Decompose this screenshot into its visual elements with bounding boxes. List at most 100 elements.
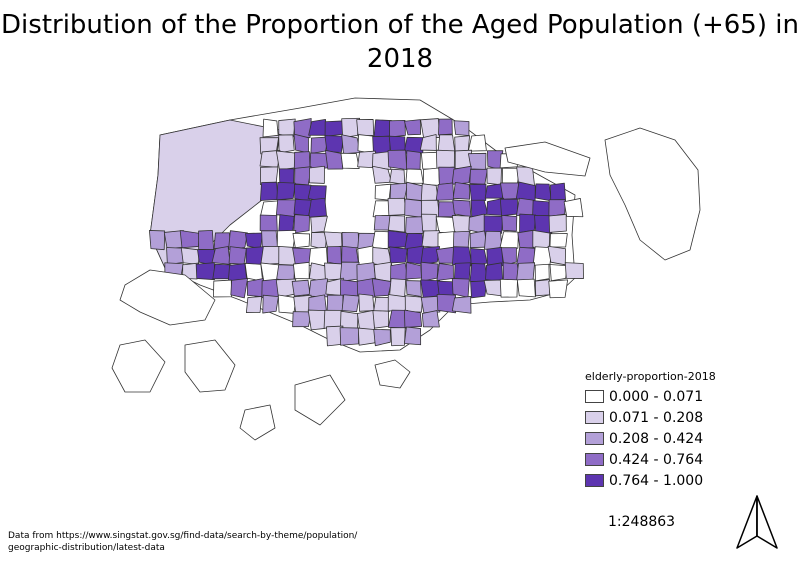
subzone — [486, 167, 502, 186]
legend-swatch — [585, 432, 604, 445]
subzone — [387, 294, 408, 313]
subzone — [373, 119, 392, 138]
southern-island — [184, 339, 236, 393]
subzone — [484, 230, 503, 250]
subzone — [405, 280, 422, 297]
subzone — [420, 246, 441, 265]
subzone — [404, 119, 422, 136]
subzone — [195, 262, 215, 281]
legend-label: 0.424 - 0.764 — [609, 451, 704, 468]
subzone — [372, 310, 389, 329]
subzone — [372, 135, 391, 154]
subzone — [262, 294, 279, 314]
subzone — [356, 277, 377, 299]
legend-item: 0.424 - 0.764 — [585, 449, 725, 470]
subzone — [373, 328, 391, 347]
subzone — [294, 166, 312, 186]
subzone — [198, 229, 215, 251]
subzone — [372, 150, 392, 170]
subzone — [534, 215, 553, 234]
subzone — [357, 309, 375, 331]
subzone — [549, 233, 568, 248]
subzone — [467, 134, 487, 152]
subzone — [435, 182, 455, 201]
subzone — [436, 263, 454, 281]
subzone — [293, 133, 309, 154]
subzone — [404, 295, 423, 313]
subzone — [308, 278, 329, 298]
subzone — [519, 213, 537, 233]
subzone — [341, 294, 360, 313]
subzone — [484, 183, 503, 199]
subzone — [390, 327, 406, 347]
subzone — [404, 326, 422, 346]
subzone — [371, 278, 392, 297]
subzone — [325, 149, 344, 170]
subzone — [293, 151, 311, 170]
subzone — [277, 294, 297, 314]
subzone — [357, 327, 376, 346]
legend-label: 0.764 - 1.000 — [609, 472, 704, 489]
subzone — [149, 230, 166, 251]
jurong-island — [119, 269, 216, 326]
legend-swatch — [585, 390, 604, 403]
source-line-2: geographic-distribution/latest-data — [8, 543, 165, 553]
subzone — [499, 198, 518, 217]
subzone — [534, 279, 551, 297]
legend-label: 0.208 - 0.424 — [609, 430, 704, 447]
subzone — [388, 135, 406, 153]
scale-label: 1:248863 — [608, 514, 676, 530]
subzone — [324, 135, 344, 153]
subzone — [403, 309, 423, 328]
subzone — [483, 279, 503, 297]
subzone — [517, 229, 535, 249]
subzone — [230, 278, 248, 299]
subzone — [420, 118, 441, 138]
subzone — [563, 198, 584, 218]
subzone — [420, 261, 439, 282]
subzone — [228, 246, 247, 265]
subzone — [292, 261, 310, 280]
subzone — [451, 165, 472, 185]
subzone — [259, 214, 278, 232]
subzone — [469, 168, 488, 185]
subzone — [180, 247, 200, 265]
offshore-islet — [374, 359, 411, 389]
legend-item: 0.764 - 1.000 — [585, 470, 725, 491]
legend-item: 0.071 - 0.208 — [585, 407, 725, 428]
southern-island — [111, 339, 166, 393]
subzone — [324, 262, 344, 281]
subzone — [327, 246, 342, 266]
subzone — [500, 182, 520, 200]
subzone — [451, 296, 472, 314]
subzone — [549, 264, 568, 282]
subzone — [422, 167, 440, 186]
north-arrow-icon — [733, 494, 781, 554]
legend-swatch — [585, 474, 604, 487]
subzone — [341, 134, 361, 155]
subzone — [389, 119, 406, 138]
subzone — [390, 262, 409, 283]
subzone — [564, 262, 584, 279]
subzone — [435, 246, 455, 264]
subzone — [420, 295, 441, 314]
subzone — [358, 293, 375, 312]
pulau-tekong — [604, 127, 701, 261]
subzone — [453, 120, 470, 136]
subzone — [452, 181, 471, 200]
subzone — [453, 230, 470, 249]
subzone — [259, 181, 279, 201]
subzone — [404, 198, 424, 218]
subzone — [278, 118, 296, 138]
subzone — [228, 230, 248, 250]
subzone — [534, 183, 552, 202]
subzone — [548, 199, 566, 217]
subzone — [245, 296, 263, 313]
subzone — [292, 232, 311, 249]
subzone — [548, 214, 567, 233]
subzone — [436, 149, 455, 169]
subzone — [247, 278, 264, 298]
subzone — [405, 168, 424, 184]
subzone — [341, 245, 359, 265]
subzone — [483, 215, 504, 234]
